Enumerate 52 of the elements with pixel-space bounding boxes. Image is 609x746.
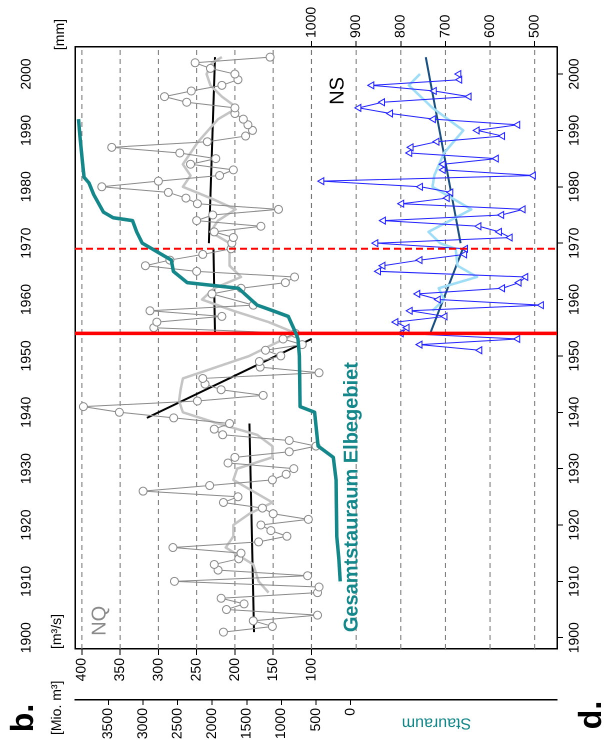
y-tick-label: 1980 (17, 171, 34, 202)
y2-tick-label: 1950 (565, 340, 582, 372)
y-tick-label: 1990 (17, 114, 34, 146)
y2-tick-label: 1970 (565, 227, 582, 259)
x-tick-label: 300 (149, 658, 166, 682)
y2-tick-label: 1940 (565, 396, 582, 428)
x2-tick-label: 500 (526, 14, 542, 38)
x-tick-label: 3000 (134, 708, 150, 740)
y-tick-label: 1970 (17, 227, 34, 259)
x-tick-label: 1000 (272, 708, 288, 740)
y2-tick-label: 1980 (565, 171, 582, 202)
x-tick-label: 250 (188, 658, 204, 682)
text: [m³/s] (48, 614, 64, 649)
y-tick-label: 1960 (17, 284, 34, 316)
x2-tick-label: 900 (347, 14, 364, 38)
text: NS (326, 76, 349, 105)
y2-tick-label: 1990 (565, 114, 582, 146)
x2-tick-label: 1000 (302, 6, 318, 38)
x-tick-label: 3500 (99, 708, 116, 740)
x-tick-label: 150 (264, 658, 280, 682)
x2-tick-label: 600 (480, 14, 497, 38)
x-tick-label: 500 (306, 708, 323, 732)
text: [Mio. m³] (48, 680, 64, 735)
x-tick-label: 2500 (168, 708, 184, 740)
x-tick-label: 400 (72, 658, 89, 682)
y2-tick-label: 2000 (565, 58, 582, 90)
x-tick-label: 0 (341, 708, 358, 716)
text: NQ (88, 606, 111, 636)
text: Gesamtstauraum Elbegebiet (340, 362, 363, 632)
y2-tick-label: 1900 (565, 622, 582, 654)
y-tick-label: 1910 (17, 566, 34, 597)
x-tick-label: 350 (111, 658, 127, 682)
y-tick-label: 1950 (17, 340, 34, 372)
y-tick-label: 1900 (17, 622, 34, 654)
y2-tick-label: 1960 (565, 284, 582, 316)
y2-tick-label: 1910 (565, 566, 582, 597)
x2-tick-label: 800 (392, 14, 408, 38)
y-tick-label: 1920 (17, 509, 34, 541)
x2-tick-label: 700 (436, 14, 452, 38)
x-tick-label: 2000 (203, 708, 220, 740)
x-axis-title: Stauraum (402, 714, 472, 732)
x-tick-label: 200 (226, 658, 242, 682)
y-tick-label: 2000 (17, 58, 34, 90)
text: d. (572, 700, 608, 730)
x-tick-label: 100 (302, 658, 318, 682)
x2-axis-title: [mm] (50, 19, 67, 50)
text: b. (4, 704, 40, 732)
y2-tick-label: 1920 (565, 509, 582, 541)
y-tick-label: 1930 (17, 452, 34, 484)
y2-tick-label: 1930 (565, 452, 582, 484)
x-tick-label: 1500 (238, 708, 254, 740)
y-tick-label: 1940 (17, 396, 34, 428)
